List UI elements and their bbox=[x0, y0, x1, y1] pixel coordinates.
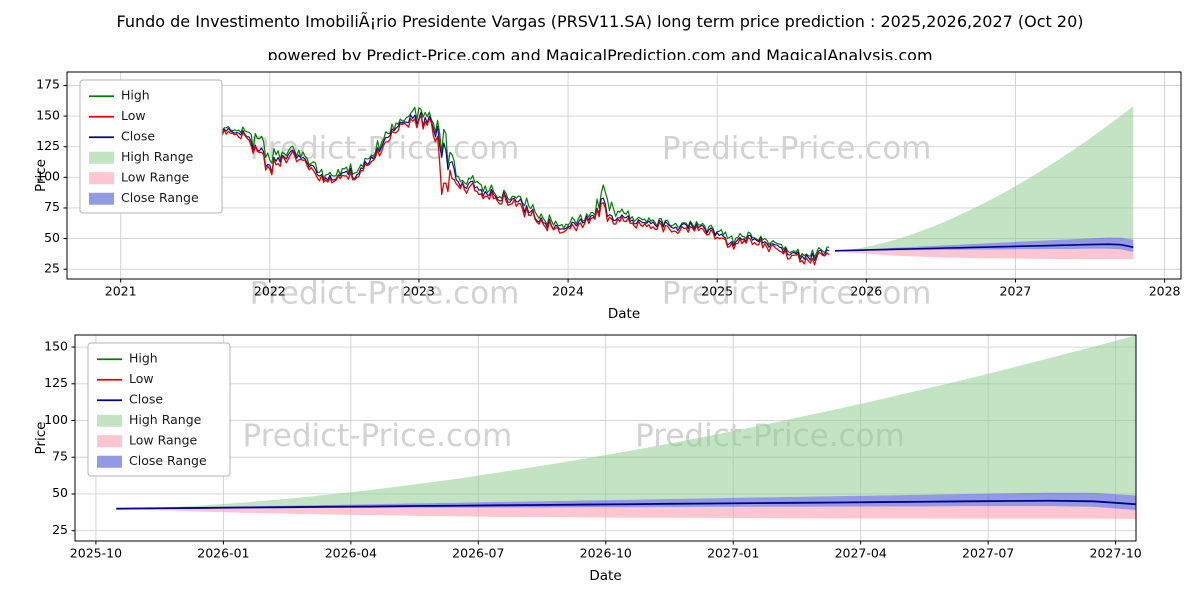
forecast-detail-chart bbox=[0, 330, 1200, 600]
price-history-forecast-chart bbox=[0, 60, 1200, 330]
page-title: Fundo de Investimento ImobiliÃ¡rio Presi… bbox=[116, 12, 1084, 31]
